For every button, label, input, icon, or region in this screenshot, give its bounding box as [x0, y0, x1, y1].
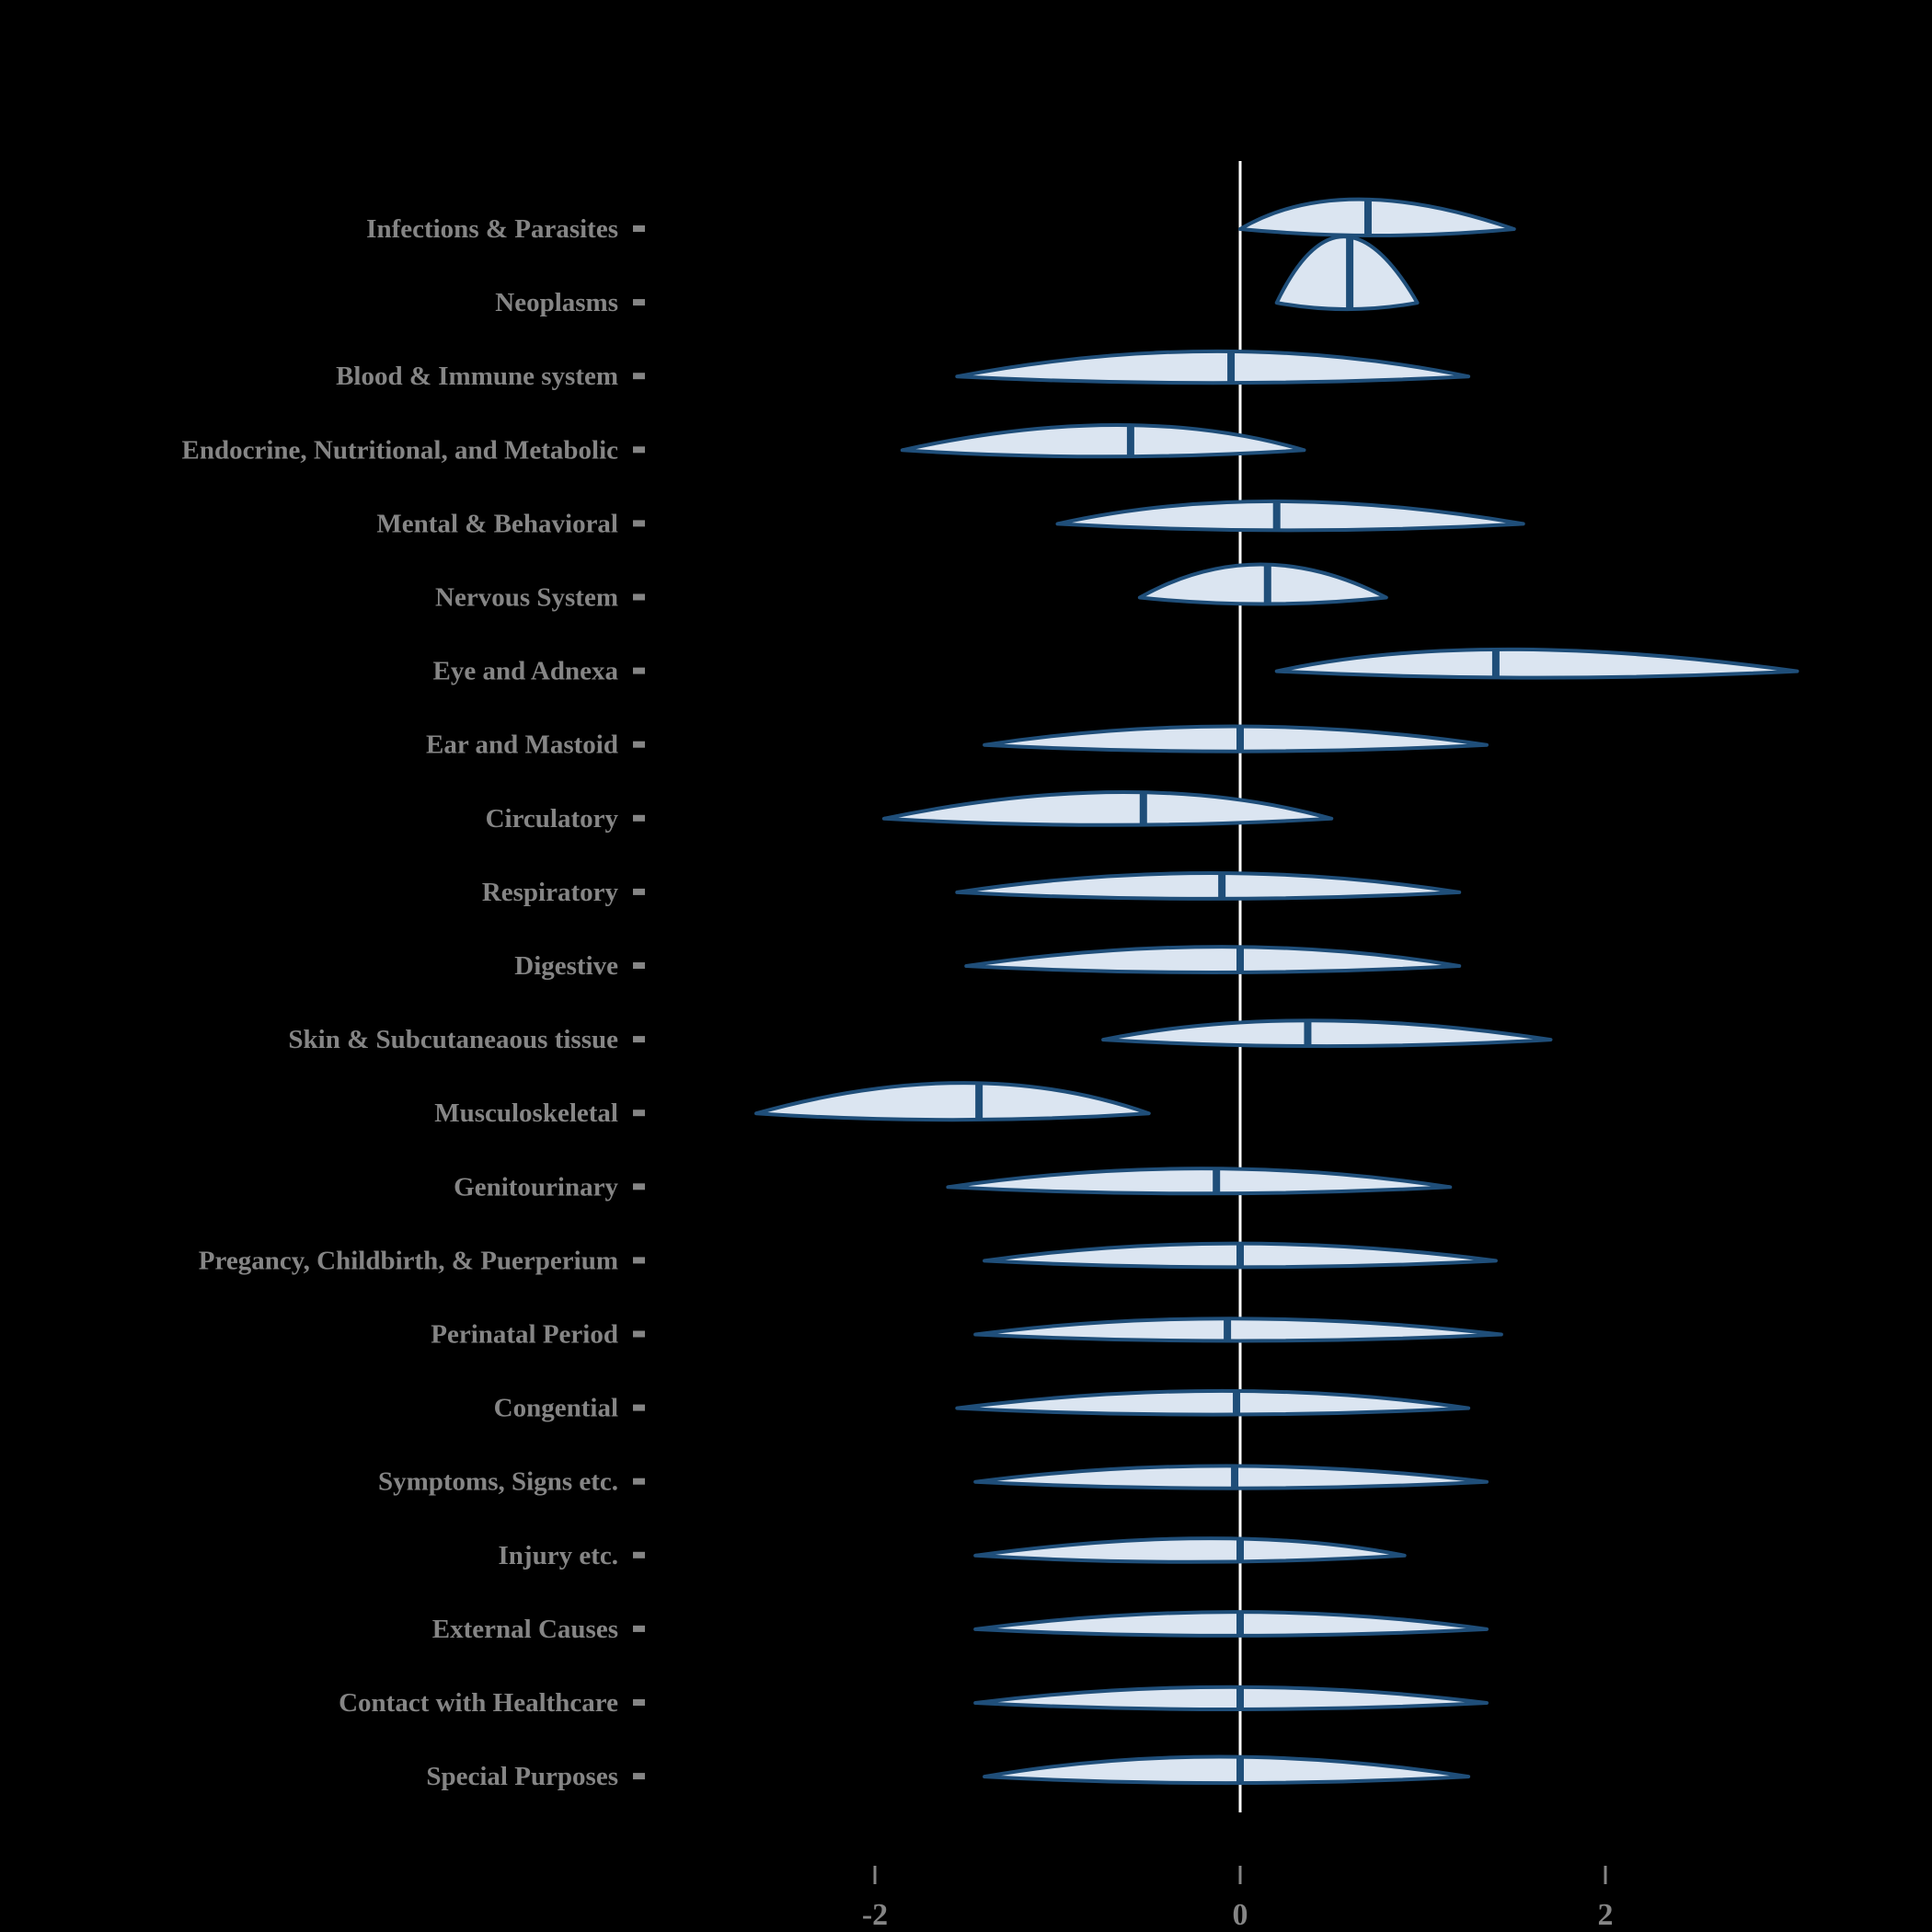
- category-label: Injury etc.: [499, 1541, 618, 1570]
- density-row: Symptoms, Signs etc.: [378, 1464, 1489, 1497]
- y-axis-tick: [633, 1183, 645, 1190]
- y-axis-tick: [633, 814, 645, 822]
- category-label: Mental & Behavioral: [376, 509, 618, 538]
- category-label: Pregancy, Childbirth, & Puerperium: [199, 1246, 618, 1275]
- density-curve: [881, 790, 1334, 827]
- density-row: External Causes: [432, 1610, 1489, 1644]
- y-axis-tick: [633, 888, 645, 895]
- density-curve: [955, 1388, 1471, 1417]
- x-axis-tick-label: 0: [1233, 1898, 1248, 1932]
- density-curve: [955, 349, 1471, 385]
- category-label: Musculoskeletal: [434, 1098, 618, 1128]
- density-row: Musculoskeletal: [434, 1081, 1151, 1128]
- density-curve: [753, 1081, 1151, 1122]
- y-axis-tick: [633, 373, 645, 380]
- category-label: Contact with Healthcare: [339, 1688, 618, 1718]
- density-curve: [973, 1317, 1503, 1343]
- category-label: Symptoms, Signs etc.: [378, 1467, 618, 1497]
- category-label: Congential: [494, 1394, 618, 1423]
- category-label: Special Purposes: [426, 1762, 618, 1791]
- category-label: Nervous System: [435, 583, 618, 613]
- density-curve: [955, 871, 1462, 901]
- density-row: Blood & Immune system: [336, 349, 1471, 391]
- y-axis-tick: [633, 741, 645, 748]
- density-curve: [1238, 197, 1516, 237]
- density-row: Perinatal Period: [431, 1317, 1503, 1350]
- category-label: Digestive: [514, 951, 618, 981]
- density-curve: [983, 1754, 1471, 1786]
- x-axis-tick-label: 2: [1598, 1898, 1614, 1932]
- density-curve: [983, 724, 1489, 753]
- category-label: External Causes: [432, 1615, 618, 1644]
- category-label: Genitourinary: [454, 1172, 618, 1202]
- y-axis-tick: [633, 1330, 645, 1338]
- density-row: Endocrine, Nutritional, and Metabolic: [182, 422, 1306, 465]
- y-axis-tick: [633, 1404, 645, 1411]
- category-label: Respiratory: [482, 878, 619, 907]
- y-axis-tick: [633, 520, 645, 527]
- category-label: Blood & Immune system: [336, 362, 618, 391]
- y-axis-tick: [633, 1257, 645, 1264]
- density-row: Mental & Behavioral: [376, 499, 1525, 538]
- category-label: Eye and Adnexa: [433, 657, 619, 686]
- y-axis-tick: [633, 446, 645, 454]
- y-axis-tick: [633, 1551, 645, 1558]
- density-curve: [973, 1685, 1489, 1711]
- category-label: Perinatal Period: [431, 1320, 618, 1350]
- density-row: Circulatory: [486, 790, 1334, 834]
- density-row: Neoplasms: [495, 235, 1420, 317]
- y-axis-tick: [633, 962, 645, 969]
- density-row: Infections & Parasites: [366, 197, 1516, 244]
- y-axis-tick: [633, 1699, 645, 1706]
- density-row: Ear and Mastoid: [426, 724, 1489, 760]
- density-curve: [964, 945, 1462, 974]
- density-curve: [1274, 647, 1800, 680]
- category-label: Skin & Subcutaneaous tissue: [288, 1025, 618, 1054]
- density-row: Respiratory: [482, 871, 1462, 907]
- density-row: Contact with Healthcare: [339, 1685, 1489, 1718]
- y-axis-tick: [633, 1773, 645, 1780]
- density-row: Congential: [494, 1388, 1471, 1423]
- density-curve: [900, 422, 1306, 459]
- density-curve: [1055, 499, 1525, 533]
- density-row: Skin & Subcutaneaous tissue: [288, 1018, 1553, 1054]
- category-label: Neoplasms: [495, 288, 618, 317]
- y-axis-tick: [633, 1036, 645, 1043]
- x-axis-tick-label: -2: [862, 1898, 888, 1932]
- density-row: Special Purposes: [426, 1754, 1471, 1791]
- density-curve: [1101, 1018, 1553, 1049]
- y-axis-tick: [633, 299, 645, 306]
- category-label: Ear and Mastoid: [426, 730, 618, 760]
- y-axis-tick: [633, 1478, 645, 1485]
- density-row: Injury etc.: [499, 1536, 1407, 1570]
- density-row: Genitourinary: [454, 1167, 1453, 1202]
- y-axis-tick: [633, 667, 645, 674]
- density-curve: [1137, 562, 1388, 606]
- y-axis-tick: [633, 225, 645, 232]
- y-axis-tick: [633, 593, 645, 601]
- density-row: Digestive: [514, 945, 1462, 981]
- density-curve: [973, 1536, 1407, 1564]
- category-label: Circulatory: [486, 804, 619, 834]
- density-curve: [973, 1610, 1489, 1638]
- density-row: Nervous System: [435, 562, 1388, 613]
- y-axis-tick: [633, 1110, 645, 1117]
- density-row: Eye and Adnexa: [433, 647, 1800, 686]
- category-label: Endocrine, Nutritional, and Metabolic: [182, 435, 619, 465]
- density-curve: [946, 1167, 1453, 1196]
- density-row: Pregancy, Childbirth, & Puerperium: [199, 1241, 1498, 1275]
- category-label: Infections & Parasites: [366, 214, 618, 244]
- y-axis-tick: [633, 1625, 645, 1632]
